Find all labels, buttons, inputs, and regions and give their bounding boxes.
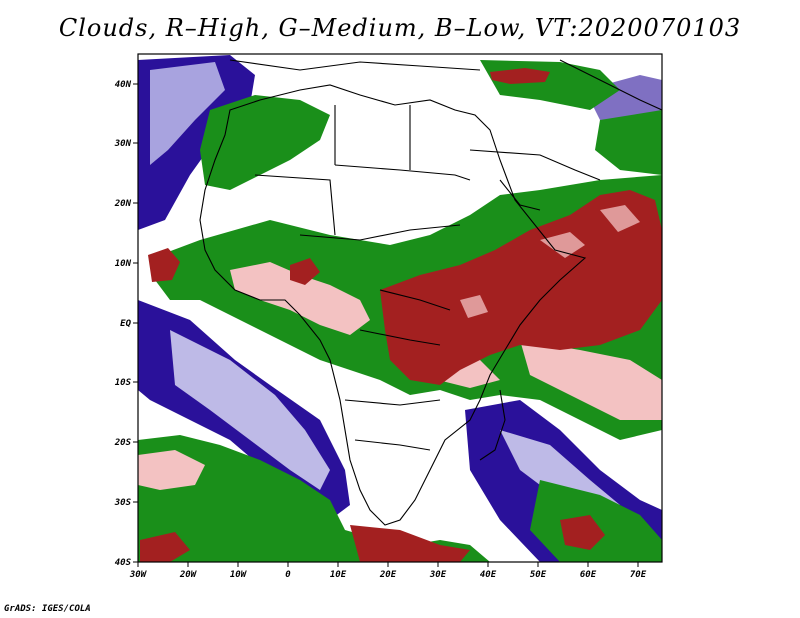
lon-tick-label: 0: [285, 570, 291, 580]
map-frame: [137, 53, 663, 563]
lat-tick-label: 10N: [115, 259, 132, 269]
lat-tick-label: 20S: [114, 438, 132, 448]
latitude-axis: [133, 83, 138, 563]
lon-tick-label: 20W: [179, 570, 198, 580]
lat-tick-label: 40S: [115, 558, 132, 568]
chart-title: Clouds, R–High, G–Medium, B–Low, VT:2020…: [58, 14, 742, 42]
lon-tick-label: 30W: [129, 570, 148, 580]
lon-tick-label: 10W: [230, 570, 248, 580]
lon-tick-label: 10E: [330, 570, 347, 580]
lat-tick-label: 30N: [114, 139, 132, 149]
high-cloud-layer: [140, 68, 662, 562]
lat-tick-label: 40N: [115, 80, 132, 90]
lon-tick-label: 20E: [379, 570, 397, 580]
lat-tick-label: 30S: [114, 498, 132, 508]
lat-tick-label: EQ: [120, 319, 131, 329]
lat-tick-label: 10S: [115, 378, 132, 388]
lon-tick-label: 60E: [580, 570, 597, 580]
lon-tick-label: 40E: [480, 570, 497, 580]
high-cloud-highlights: [460, 205, 640, 318]
lat-tick-label: 20N: [114, 199, 132, 209]
credit-label: GrADS: IGES/COLA: [4, 604, 91, 614]
lon-tick-label: 50E: [530, 570, 547, 580]
longitude-axis: [137, 562, 639, 567]
coastlines: [199, 59, 662, 526]
lon-tick-label: 70E: [630, 570, 647, 580]
lon-tick-label: 30E: [429, 570, 447, 580]
